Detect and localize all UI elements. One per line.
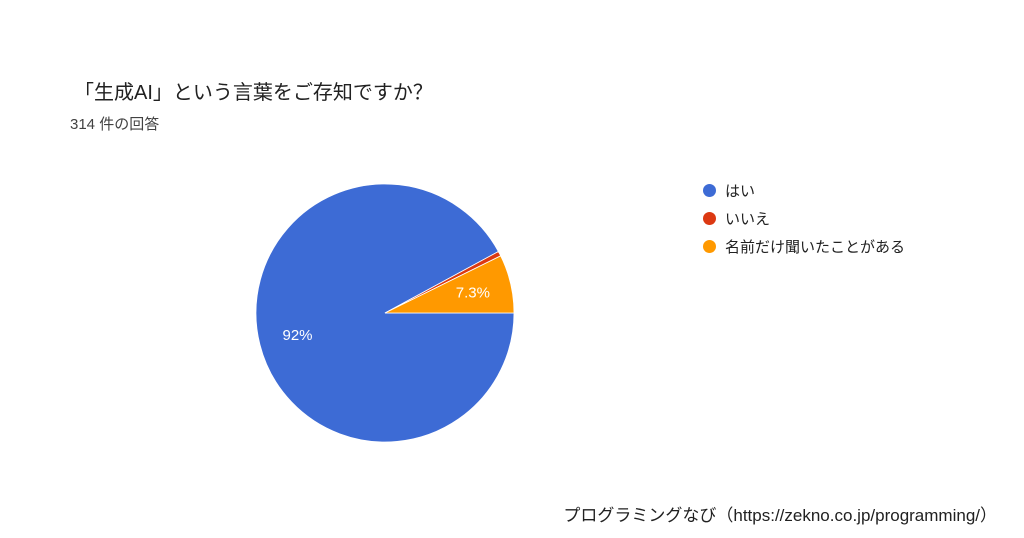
- chart-legend: はいいいえ名前だけ聞いたことがある: [703, 181, 906, 256]
- response-count: 314 件の回答: [70, 116, 160, 133]
- slice-percent-label: 7.3%: [456, 285, 490, 302]
- slice-percent-label: 92%: [282, 327, 312, 344]
- chart-title: 「生成AI」という言葉をご存知ですか？: [74, 82, 433, 104]
- legend-color-dot: [703, 211, 716, 225]
- legend-item: いいえ: [703, 209, 905, 228]
- pie-chart: 92% 7.3%: [255, 183, 515, 443]
- pie-slice: [384, 255, 515, 314]
- legend-color-dot: [703, 183, 716, 197]
- legend-item: はい: [703, 181, 905, 200]
- legend-label: 名前だけ聞いたことがある: [725, 238, 906, 256]
- credit-text: プログラミングなび（https://zekno.co.jp/programmin…: [563, 506, 997, 525]
- legend-label: はい: [725, 182, 756, 200]
- legend-label: いいえ: [725, 210, 771, 228]
- legend-color-dot: [703, 239, 716, 253]
- legend-item: 名前だけ聞いたことがある: [703, 237, 906, 256]
